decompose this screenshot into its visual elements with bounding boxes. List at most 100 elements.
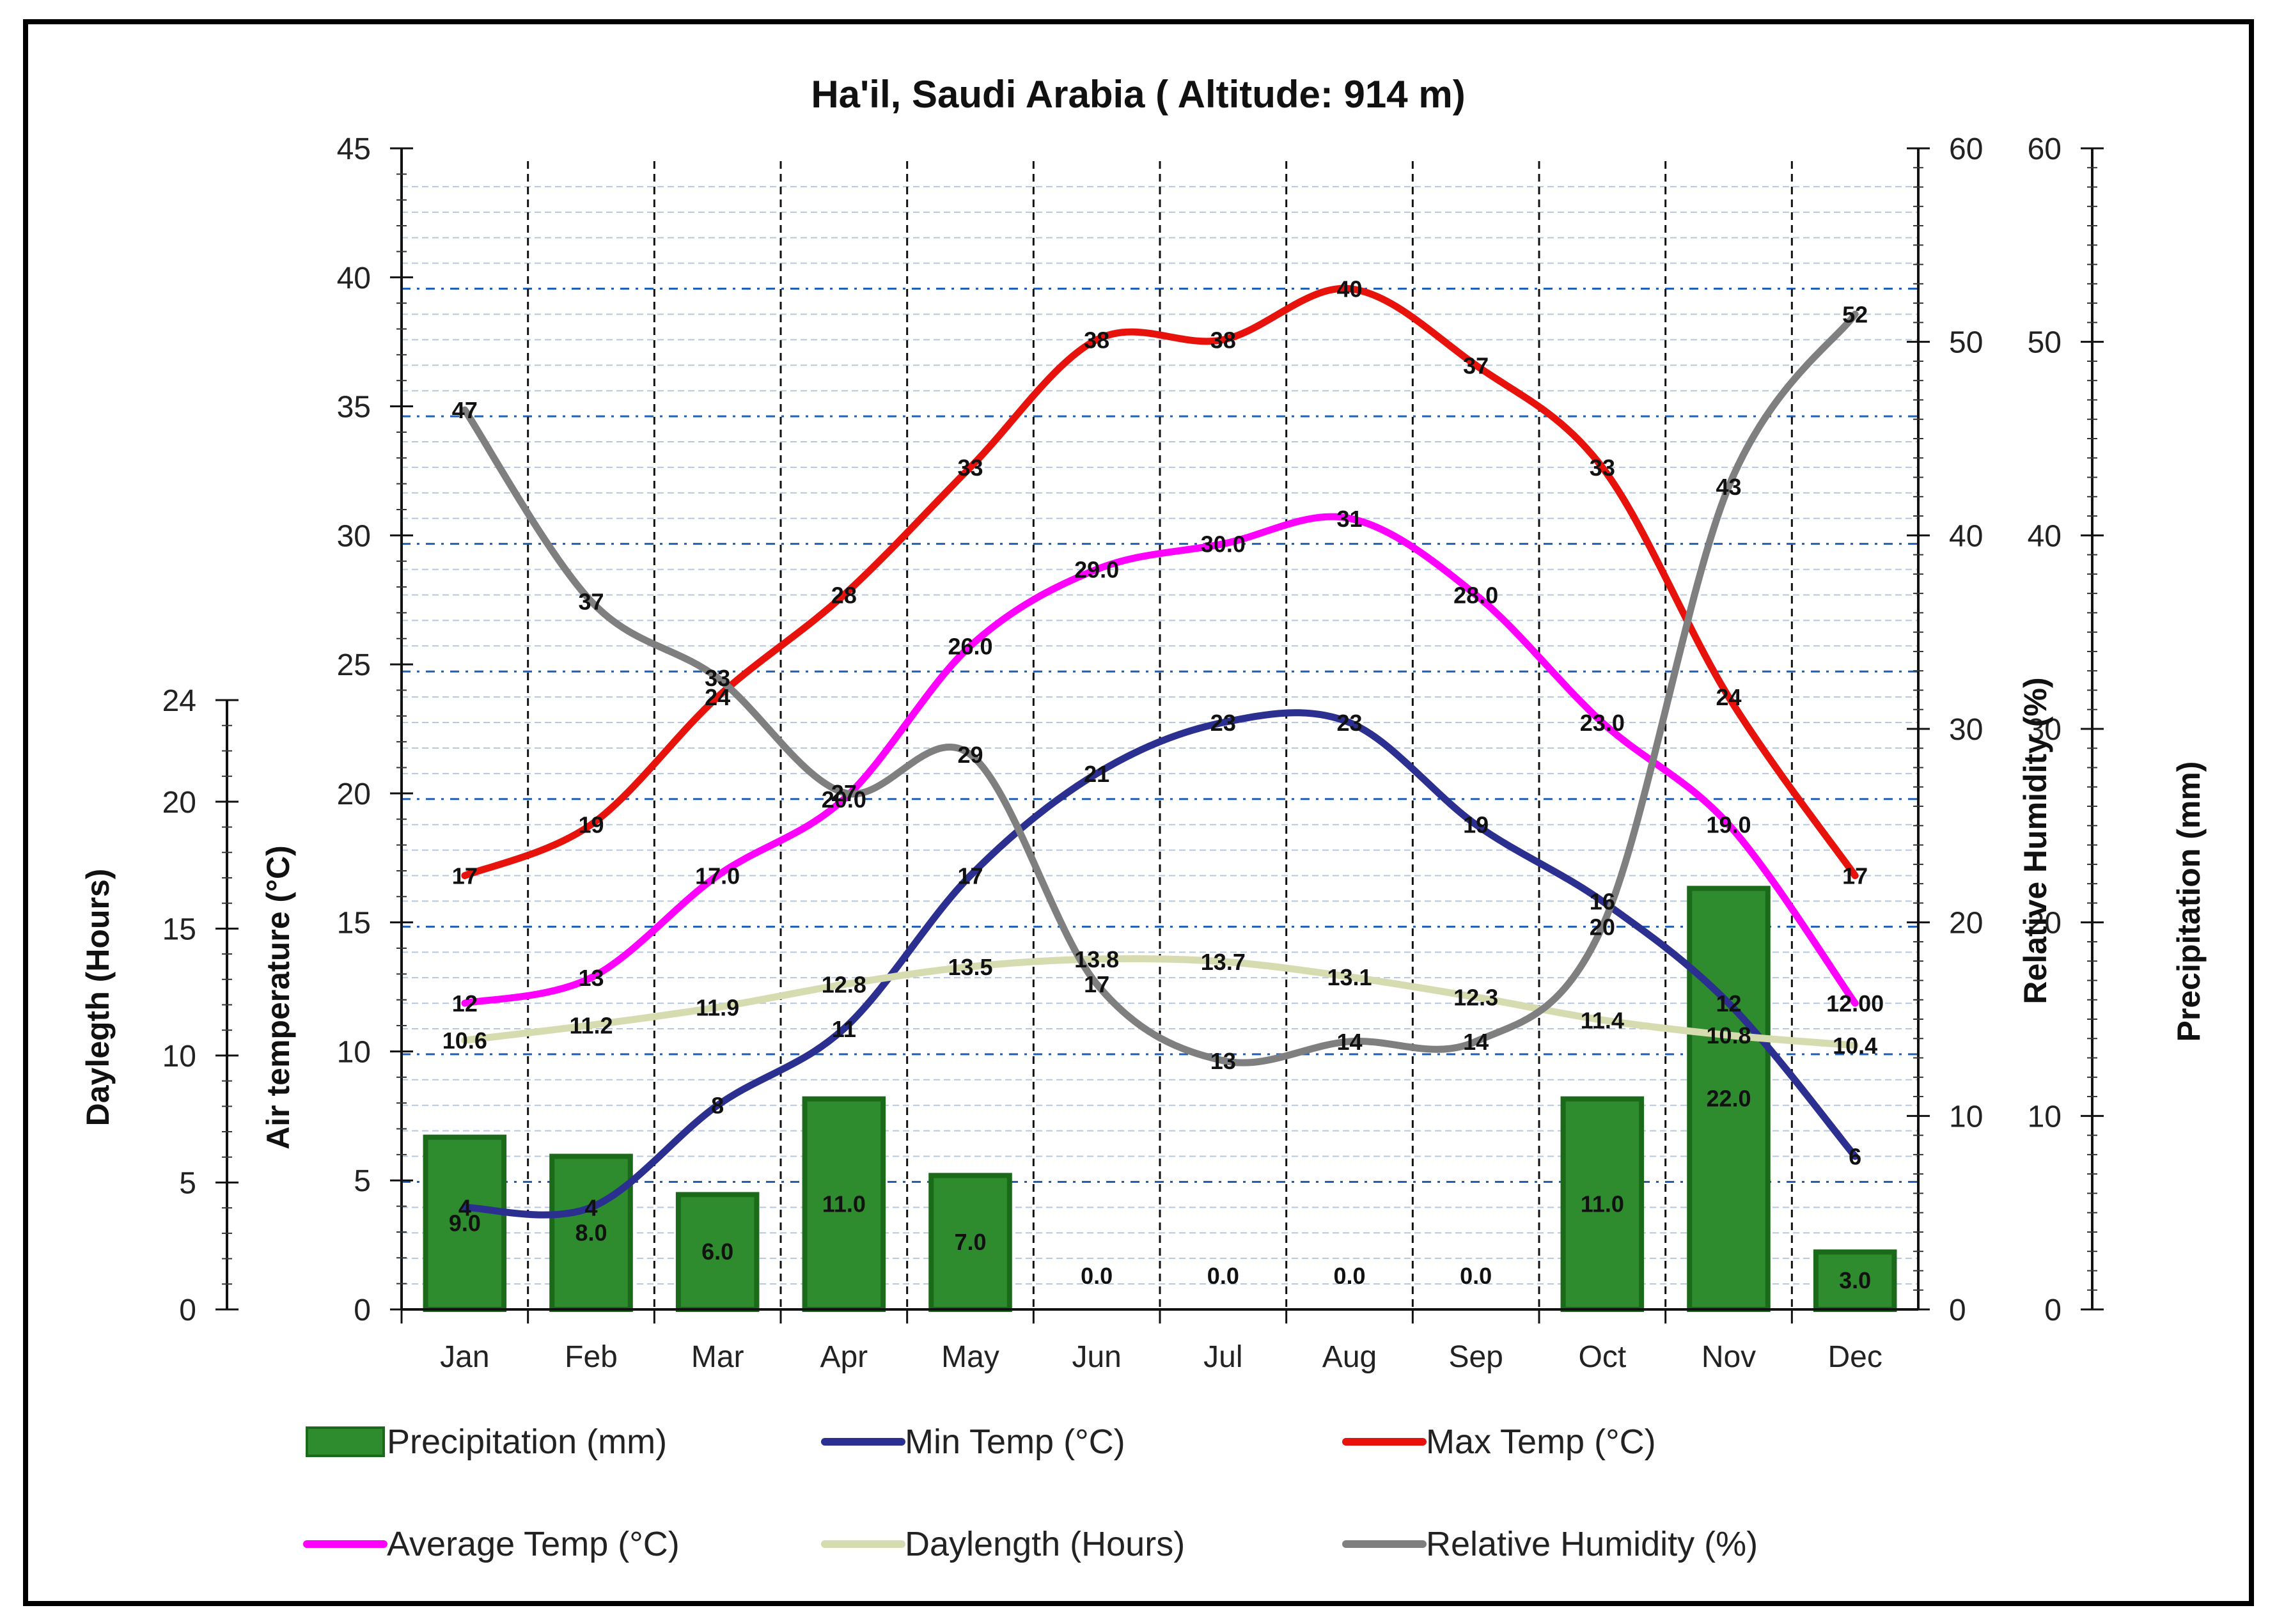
data-label: 12.8	[822, 972, 866, 998]
precip-bar-apr	[802, 1096, 886, 1312]
humidity-tick-label: 0	[1949, 1293, 1966, 1327]
data-label: 13.5	[948, 954, 992, 980]
data-label: 14	[1463, 1029, 1489, 1055]
min-temp-c-line	[461, 709, 1859, 1219]
legend-label: Average Temp (°C)	[387, 1525, 680, 1563]
temperature-tick-label: 10	[337, 1035, 371, 1069]
data-label: 10.4	[1833, 1033, 1877, 1059]
axis-title: Daylegth (Hours)	[80, 869, 116, 1127]
data-label: 16	[1590, 888, 1615, 914]
humidity-tick-label: 30	[1949, 713, 1983, 747]
x-tick-label: May	[941, 1340, 999, 1374]
data-label: 12	[1716, 990, 1741, 1017]
data-label: 7.0	[954, 1229, 986, 1255]
legend-label: Max Temp (°C)	[1426, 1423, 1656, 1461]
temperature-tick-label: 20	[337, 777, 371, 811]
data-label: 31	[1336, 506, 1362, 532]
legend-label: Min Temp (°C)	[905, 1423, 1125, 1461]
average-temp-c-line	[461, 513, 1859, 1007]
data-label: 11.0	[1581, 1191, 1624, 1217]
daylength-tick-label: 0	[179, 1293, 196, 1327]
x-tick-label: Dec	[1827, 1340, 1882, 1374]
data-label: 21	[1084, 761, 1109, 787]
temperature-tick-label: 40	[337, 262, 371, 295]
data-label: 38	[1084, 327, 1109, 353]
data-label: 8	[711, 1093, 724, 1119]
data-labels: 9.0 8.0 6.0 11.0 7.0 0.0 0.0 0.0 0.0 11.0 22.0 3.0 4…	[442, 276, 1884, 1294]
daylength-tick-label: 20	[162, 786, 196, 820]
precipitation-tick-label: 0	[2044, 1293, 2062, 1327]
temperature-tick-label: 25	[337, 648, 371, 682]
data-label: 19	[1463, 812, 1489, 838]
precipitation-tick-label: 30	[2028, 713, 2062, 747]
data-label: 33	[705, 665, 730, 691]
precipitation-tick-label: 20	[2028, 907, 2062, 941]
series-lines	[461, 285, 1859, 1219]
data-label: 17	[1842, 863, 1868, 889]
x-tick-label: Mar	[691, 1340, 744, 1374]
x-tick-label: Sep	[1448, 1340, 1503, 1374]
x-tick-label: Nov	[1702, 1340, 1756, 1374]
data-label: 17	[957, 863, 983, 889]
data-label: 38	[1210, 327, 1236, 353]
temperature-tick-label: 45	[337, 132, 371, 166]
data-label: 13	[578, 965, 604, 991]
temperature-tick-label: 30	[337, 519, 371, 553]
data-label: 11.0	[822, 1191, 866, 1217]
legend-label: Precipitation (mm)	[387, 1423, 667, 1461]
data-label: 4	[458, 1194, 471, 1221]
data-label: 22.0	[1706, 1086, 1751, 1112]
precipitation-tick-label: 10	[2028, 1100, 2062, 1134]
data-label: 0.0	[1333, 1263, 1365, 1289]
data-label: 19.0	[1706, 812, 1751, 838]
data-label: 9.0	[449, 1210, 481, 1236]
humidity-tick-label: 10	[1949, 1100, 1983, 1134]
data-label: 37	[578, 588, 604, 614]
data-label: 11	[832, 1016, 856, 1042]
x-tick-label: Jul	[1203, 1340, 1242, 1374]
x-tick-label: Aug	[1322, 1340, 1377, 1374]
data-label: 14	[1336, 1029, 1362, 1055]
precip-bar-feb	[549, 1153, 633, 1312]
data-label: 17	[452, 863, 478, 889]
daylength-tick-label: 5	[179, 1166, 196, 1200]
x-tick-label: Jan	[440, 1340, 489, 1374]
data-label: 13	[1210, 1048, 1236, 1074]
data-label: 33	[1590, 455, 1615, 481]
legend-label: Daylength (Hours)	[905, 1525, 1185, 1563]
data-label: 27	[831, 780, 857, 806]
legend: Precipitation (mm) Min Temp (°C) Max Temp …	[303, 1423, 1758, 1563]
x-tick-label: Apr	[820, 1340, 868, 1374]
data-label: 20	[1590, 914, 1615, 940]
data-label: 10.8	[1706, 1022, 1751, 1049]
data-label: 8.0	[575, 1219, 607, 1245]
humidity-tick-label: 60	[1949, 132, 1983, 166]
relative-humidity-line	[461, 310, 1859, 1066]
temperature-tick-label: 15	[337, 907, 371, 941]
data-label: 0.0	[1081, 1263, 1113, 1289]
data-label: 19	[578, 812, 604, 838]
data-label: 11.2	[569, 1012, 613, 1038]
daylength-tick-label: 24	[162, 684, 196, 718]
axis-title: Precipitation (mm)	[2171, 761, 2207, 1042]
data-label: 23.0	[1580, 710, 1625, 736]
data-label: 24	[705, 684, 730, 710]
precipitation-tick-label: 50	[2028, 326, 2062, 360]
x-tick-label: Jun	[1072, 1340, 1121, 1374]
data-label: 6.0	[701, 1238, 733, 1265]
data-label: 13.8	[1074, 946, 1119, 972]
data-label: 23	[1210, 710, 1236, 736]
data-label: 29	[957, 742, 983, 768]
gridlines	[402, 161, 1918, 1309]
humidity-tick-label: 20	[1949, 907, 1983, 941]
data-label: 12.00	[1826, 990, 1884, 1017]
data-label: 47	[452, 397, 478, 423]
data-label: 17.0	[695, 863, 740, 889]
data-label: 17	[1084, 971, 1109, 997]
data-label: 6	[1849, 1144, 1861, 1170]
temperature-tick-label: 35	[337, 391, 371, 425]
chart-frame	[23, 19, 2254, 1606]
data-label: 4	[584, 1194, 597, 1221]
chart-title: Ha'il, Saudi Arabia ( Altitude: 914 m)	[811, 73, 1465, 116]
